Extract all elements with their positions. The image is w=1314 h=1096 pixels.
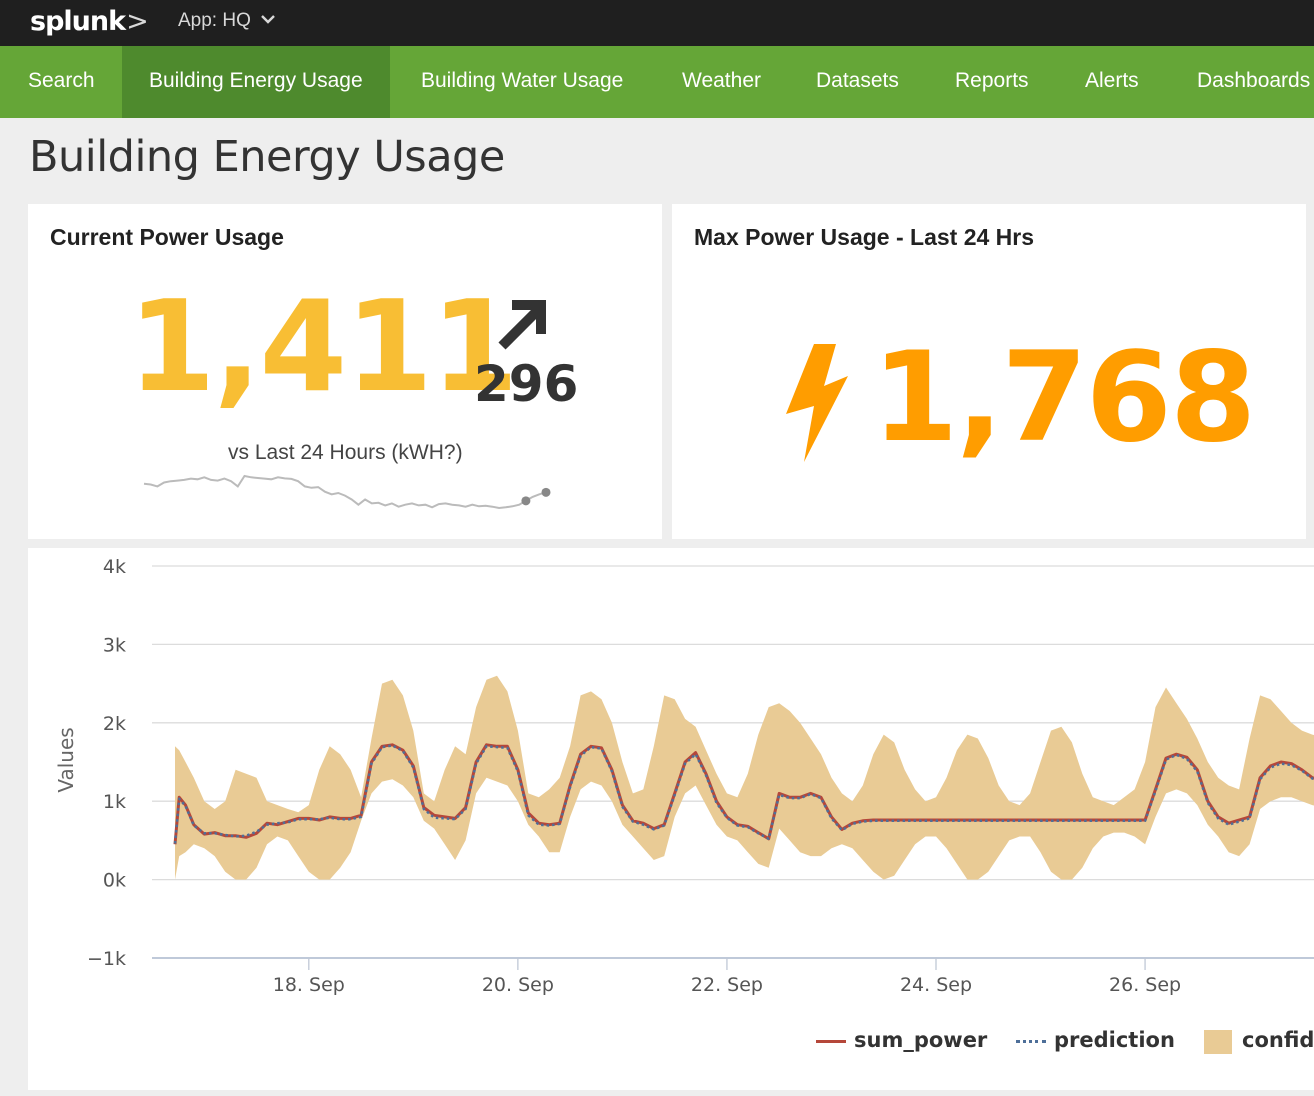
nav-item-reports[interactable]: Reports [928,46,1056,118]
comparison-label: vs Last 24 Hours (kWH?) [228,441,463,464]
panel-title: Max Power Usage - Last 24 Hrs [694,224,1035,250]
legend-item-confidence[interactable]: confide [1204,1026,1314,1056]
app-menu-label: App: HQ [178,10,251,31]
x-tick-label: 20. Sep [482,974,554,996]
nav-item-alerts[interactable]: Alerts [1058,46,1166,118]
nav-item-label: Datasets [816,69,899,92]
lightning-bolt-icon [784,344,850,464]
power-forecast-chart: 4k 3k 2k 1k 0k −1k 18. Sep 20. Sep 22. Sep 24. Se… [54,556,1314,996]
sparkline-point [521,496,531,506]
chevron-down-icon [257,11,275,27]
nav-item-label: Reports [955,69,1029,92]
y-tick-label: 2k [103,713,126,735]
app-nav-bar: Search Building Energy Usage Building Wa… [0,46,1314,118]
nav-item-building-water-usage[interactable]: Building Water Usage [394,46,650,118]
x-tick-label: 18. Sep [273,974,345,996]
nav-item-building-energy-usage[interactable]: Building Energy Usage [122,46,390,118]
current-power-value: 1,411 [128,273,519,420]
y-tick-label: 3k [103,634,126,656]
y-tick-label: 4k [103,556,126,578]
logo-chevron-icon: > [126,6,149,37]
max-power-value: 1,768 [872,326,1256,470]
legend-swatch-area [1204,1030,1232,1054]
nav-item-dashboards[interactable]: Dashboards [1170,46,1310,118]
nav-item-weather[interactable]: Weather [655,46,788,118]
current-power-usage-panel: Current Power Usage 1,411 296 vs Last 24… [28,204,662,539]
x-tick-label: 22. Sep [691,974,763,996]
splunk-logo[interactable]: splunk> [30,6,149,37]
nav-item-label: Building Energy Usage [149,69,363,92]
nav-item-label: Building Water Usage [421,69,624,92]
legend-item-sum-power[interactable]: sum_power [816,1026,991,1056]
nav-item-label: Search [28,69,95,92]
nav-item-label: Alerts [1085,69,1139,92]
page-title: Building Energy Usage [29,132,505,182]
nav-item-label: Weather [682,69,761,92]
power-forecast-chart-panel: 4k 3k 2k 1k 0k −1k 18. Sep 20. Sep 22. Sep 24. Se… [28,548,1314,1090]
legend-item-prediction[interactable]: prediction [1016,1026,1191,1056]
prediction-line [173,744,1314,844]
legend-swatch-solid [816,1040,846,1043]
sparkline [143,474,551,510]
top-bar: splunk> App: HQ [0,0,1314,46]
arrow-up-right-icon [494,300,550,350]
nav-item-search[interactable]: Search [0,46,123,118]
app-menu[interactable]: App: HQ [178,10,275,32]
logo-text: splunk [30,6,126,37]
y-tick-label: 0k [103,870,126,892]
legend-swatch-dotted [1016,1040,1046,1043]
legend-label: sum_power [854,1028,988,1052]
trend-delta-value: 296 [474,355,579,413]
sparkline-point [541,487,551,497]
nav-item-label: Dashboards [1197,69,1311,92]
legend-label: prediction [1054,1028,1175,1052]
x-tick-label: 24. Sep [900,974,972,996]
y-axis-label: Values [54,727,78,792]
y-tick-label: −1k [87,948,126,970]
confidence-band [175,675,1314,880]
sparkline-line [143,474,547,510]
legend-label: confide [1242,1028,1314,1052]
y-tick-label: 1k [103,791,126,813]
nav-item-datasets[interactable]: Datasets [789,46,926,118]
x-tick-label: 26. Sep [1109,974,1181,996]
max-power-usage-panel: Max Power Usage - Last 24 Hrs 1,768 [672,204,1306,539]
panel-title: Current Power Usage [50,224,284,250]
